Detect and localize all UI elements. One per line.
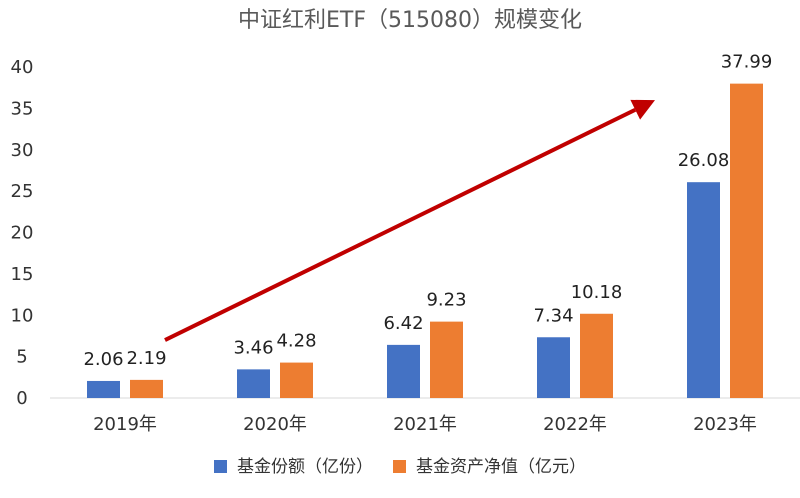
legend: 基金份额（亿份） 基金资产净值（亿元） [214,457,586,477]
bar-value-label: 10.18 [571,282,623,303]
bar-value-label: 2.06 [83,349,123,370]
bar-value-label: 7.34 [533,305,573,326]
x-tick-label: 2023年 [693,414,757,435]
y-tick-label: 0 [16,388,27,409]
y-tick-label: 20 [11,223,34,244]
bar-shares-0 [87,380,120,398]
y-tick-label: 5 [16,347,27,368]
bar-nav-2 [430,321,463,398]
trend-arrow-head [630,99,655,120]
bar-nav-1 [280,362,313,398]
bar-nav-4 [730,83,763,398]
trend-arrow [164,99,655,342]
bars [87,83,763,398]
bar-value-label: 37.99 [721,52,773,73]
bar-nav-0 [130,379,163,398]
x-axis-labels: 2019年 2020年 2021年 2022年 2023年 [93,414,757,435]
bar-value-label: 6.42 [383,313,423,334]
x-tick-label: 2020年 [243,414,307,435]
bar-value-label: 4.28 [276,331,316,352]
legend-swatch-0 [214,460,227,473]
bar-shares-4 [687,182,720,398]
y-tick-label: 15 [11,264,34,285]
bar-value-label: 26.08 [678,150,730,171]
y-tick-label: 10 [11,305,34,326]
chart-title: 中证红利ETF（515080）规模变化 [238,8,582,33]
y-tick-label: 30 [11,140,34,161]
y-tick-label: 25 [11,181,34,202]
legend-label: 基金份额（亿份） [237,457,373,477]
y-tick-label: 35 [11,98,34,119]
x-tick-label: 2022年 [543,414,607,435]
x-tick-label: 2021年 [393,414,457,435]
bar-shares-3 [537,337,570,398]
bar-shares-1 [237,369,270,398]
bar-shares-2 [387,344,420,398]
legend-label: 基金资产净值（亿元） [416,457,586,477]
bar-nav-3 [580,313,613,398]
y-tick-label: 40 [11,57,34,78]
bar-value-label: 9.23 [426,290,466,311]
bar-value-label: 3.46 [233,337,273,358]
bar-value-label: 2.19 [126,348,166,369]
trend-arrow-shaft [164,107,637,342]
legend-swatch-1 [393,460,406,473]
y-axis-ticks: 0 5 10 15 20 25 30 35 40 [11,57,34,409]
x-tick-label: 2019年 [93,414,157,435]
